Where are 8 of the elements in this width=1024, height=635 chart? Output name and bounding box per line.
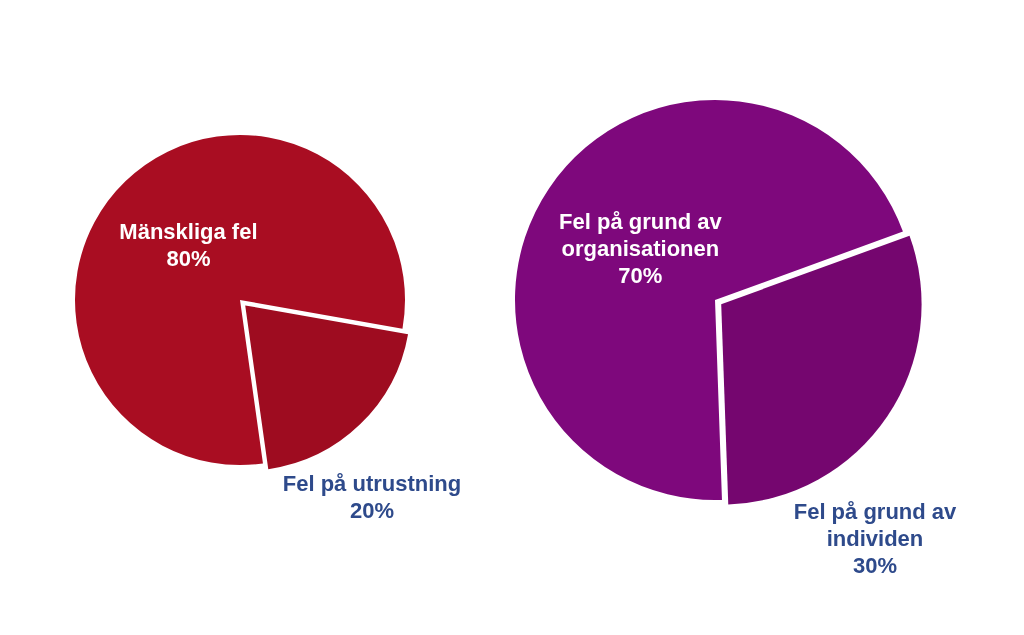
slice-label: Fel på utrustning: [282, 470, 462, 496]
data-label: 70%: [618, 262, 663, 288]
slice-label: Fel på grund av organisationen: [559, 208, 723, 261]
data-label: 80%: [166, 246, 211, 272]
slice-label: Mänskliga fel: [119, 219, 258, 245]
data-label: 30%: [852, 553, 898, 579]
slice-label: Fel på grund av individen: [793, 499, 958, 552]
data-label: 20%: [349, 497, 395, 523]
